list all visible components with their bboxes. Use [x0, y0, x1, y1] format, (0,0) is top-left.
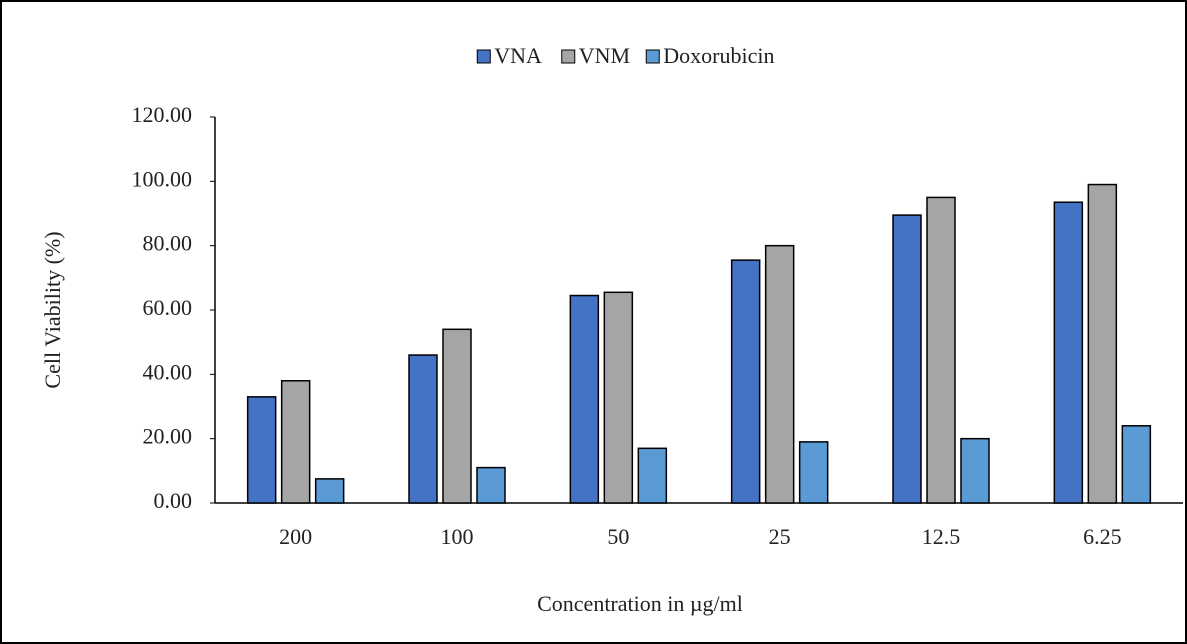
y-tick-label: 0.00 — [154, 488, 193, 513]
bar — [1087, 183, 1118, 504]
y-tick-label: 100.00 — [132, 166, 193, 191]
x-tick-label: 200 — [279, 524, 312, 549]
y-axis-title: Cell Viability (%) — [40, 231, 65, 388]
legend-swatch — [561, 49, 576, 64]
x-tick-label: 12.5 — [922, 524, 961, 549]
bar — [730, 259, 761, 504]
x-tick-label: 6.25 — [1083, 524, 1122, 549]
legend-swatch — [476, 49, 491, 64]
bar — [442, 328, 472, 504]
bar — [892, 214, 922, 504]
bar — [408, 354, 438, 504]
x-axis-title: Concentration in µg/ml — [537, 591, 743, 616]
y-tick-label: 80.00 — [143, 231, 193, 256]
bar — [798, 441, 829, 504]
bar — [246, 396, 277, 504]
bar — [926, 196, 956, 504]
y-tick-label: 120.00 — [132, 102, 193, 127]
bar — [280, 380, 311, 504]
y-tick-label: 20.00 — [143, 424, 193, 449]
bar — [569, 294, 600, 504]
bar — [1121, 425, 1152, 504]
legend-label: VNM — [579, 43, 630, 68]
bar — [1053, 201, 1084, 504]
y-tick-label: 40.00 — [143, 359, 193, 384]
bar — [314, 478, 345, 504]
bar — [476, 466, 506, 504]
bar — [637, 447, 668, 504]
legend-label: Doxorubicin — [663, 43, 774, 68]
x-tick-label: 50 — [607, 524, 629, 549]
legend-swatch — [645, 49, 660, 64]
x-tick-label: 100 — [441, 524, 474, 549]
y-tick-label: 60.00 — [143, 295, 193, 320]
legend-label: VNA — [494, 43, 542, 68]
x-tick-label: 25 — [769, 524, 791, 549]
bar — [764, 244, 795, 504]
bar — [960, 437, 990, 504]
bar — [603, 291, 634, 504]
